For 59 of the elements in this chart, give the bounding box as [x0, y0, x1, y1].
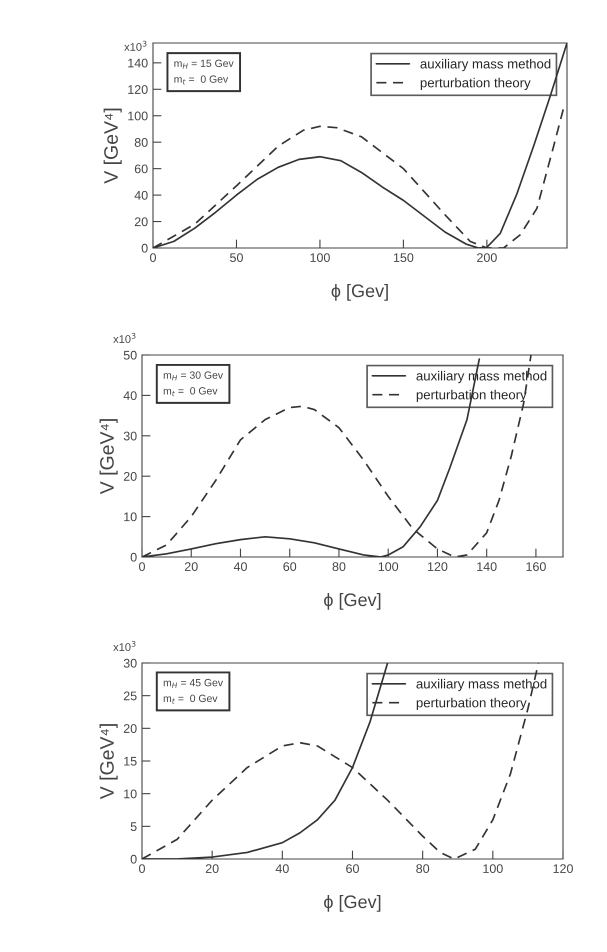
y-tick-label: 15 [124, 756, 137, 766]
x-tick-label: 200 [477, 253, 497, 262]
x-tick-label: 150 [394, 253, 414, 262]
y-tick-label: 0 [142, 244, 148, 253]
y-axis-title: V [GeV⁴] [100, 419, 118, 494]
x-axis-title: ϕ [Gev] [324, 592, 380, 610]
x-tick-label: 40 [276, 864, 289, 874]
y-tick-label: 0 [130, 854, 137, 864]
legend-label: perturbation theory [416, 698, 527, 710]
x-axis-title: ϕ [Gev] [332, 284, 388, 301]
x-tick-label: 80 [416, 864, 430, 874]
y-tick-label: 120 [128, 85, 148, 94]
x-tick-label: 60 [346, 864, 359, 874]
y-tick-label: 60 [134, 164, 148, 174]
y-tick-label: 80 [134, 138, 148, 147]
annotation: m$_{t}$ = 0 Gev [174, 75, 228, 84]
x-tick-label: 20 [184, 562, 198, 572]
y-tick-label: 10 [124, 512, 137, 522]
y-tick-label: 30 [124, 658, 137, 668]
text: x10$^{3}$ [113, 332, 136, 343]
x-tick-label: 40 [234, 562, 247, 572]
y-tick-label: 20 [124, 472, 137, 481]
y-axis-title: V [GeV⁴] [100, 724, 118, 800]
y-tick-label: 10 [124, 789, 137, 798]
y-tick-label: 20 [124, 724, 137, 733]
legend-label: auxiliary mass method [420, 58, 550, 72]
y-tick-label: 25 [124, 691, 137, 700]
x-tick-label: 80 [332, 562, 346, 572]
y-tick-label: 40 [124, 391, 137, 400]
x-tick-label: 0 [150, 253, 156, 262]
annotation: m$_{t}$ = 0 Gev [164, 694, 218, 704]
x-tick-label: 20 [206, 864, 219, 874]
y-tick-label: 30 [124, 432, 137, 440]
x-tick-label: 60 [283, 562, 296, 572]
annotation: m$_{t}$ = 0 Gev [164, 387, 218, 396]
x-tick-label: 160 [526, 562, 546, 572]
y-tick-label: 50 [124, 350, 137, 360]
y-tick-label: 140 [128, 58, 148, 68]
x-tick-label: 100 [483, 864, 503, 874]
annotation: m$_{H}$ = 30 Gev [164, 371, 224, 380]
y-tick-label: 0 [130, 552, 137, 562]
x-tick-label: 120 [554, 864, 573, 874]
x-tick-label: 140 [477, 562, 497, 572]
y-tick-label: 40 [134, 190, 148, 200]
x-tick-label: 100 [378, 562, 398, 572]
y-tick-label: 5 [130, 822, 137, 831]
x-axis-title: ϕ [Gev] [324, 894, 380, 912]
y-tick-label: 100 [128, 112, 148, 120]
y-axis-title: V [GeV⁴] [104, 108, 122, 184]
text: x10$^{3}$ [124, 40, 146, 51]
annotation: m$_{H}$ = 45 Gev [164, 678, 224, 688]
annotation: m$_{H}$ = 15 Gev [174, 60, 234, 69]
y-tick-label: 20 [134, 217, 148, 226]
x-tick-label: 100 [310, 253, 330, 262]
x-tick-label: 50 [230, 253, 243, 262]
x-tick-label: 120 [428, 562, 448, 572]
legend-label: auxiliary mass method [416, 678, 546, 692]
text: x10$^{3}$ [113, 640, 136, 651]
legend-label: perturbation theory [420, 78, 531, 90]
